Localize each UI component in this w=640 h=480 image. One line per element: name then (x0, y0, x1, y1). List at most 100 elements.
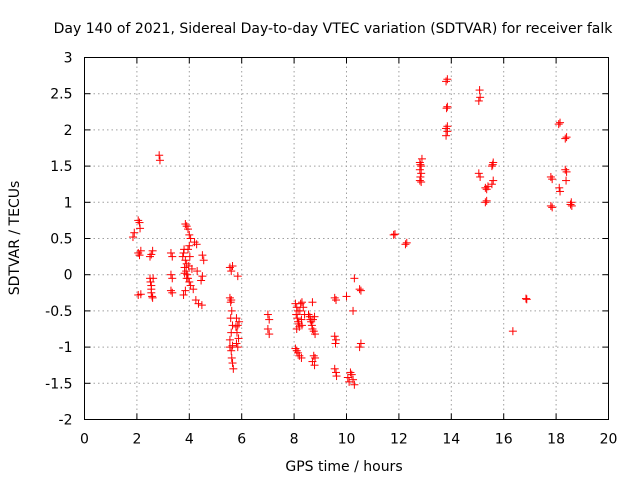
data-point (168, 252, 177, 261)
data-point (185, 230, 194, 239)
data-point (476, 172, 485, 181)
data-point (443, 102, 452, 111)
data-point (330, 364, 339, 373)
plot-frame (84, 57, 609, 420)
data-point (166, 248, 175, 257)
data-point (416, 172, 425, 181)
y-tick-label: -0.5 (45, 304, 72, 320)
data-point (147, 288, 156, 297)
data-point (566, 200, 575, 209)
data-point (183, 225, 192, 234)
data-point (265, 330, 274, 339)
data-point (487, 162, 496, 171)
data-point (199, 256, 208, 265)
data-point (389, 230, 398, 239)
y-tick-label: 1.5 (50, 159, 72, 175)
y-tick-label: -1.5 (45, 376, 72, 392)
data-point (356, 286, 365, 295)
data-point (130, 228, 139, 237)
data-point (136, 290, 145, 299)
data-point (134, 216, 143, 225)
data-point (180, 269, 189, 278)
data-point (226, 298, 235, 307)
data-point (294, 317, 303, 326)
x-tick-label: 0 (80, 432, 89, 448)
data-point (297, 321, 306, 330)
data-point (332, 372, 341, 381)
data-point (567, 198, 576, 207)
data-point (308, 298, 317, 307)
data-point (147, 250, 156, 259)
data-point (229, 364, 238, 373)
data-point (179, 248, 188, 257)
data-point (356, 339, 365, 348)
data-point (355, 343, 364, 352)
data-point (481, 198, 490, 207)
data-point (194, 299, 203, 308)
data-point (489, 176, 498, 185)
data-point (149, 274, 158, 283)
data-point (234, 334, 243, 343)
data-point (307, 321, 316, 330)
data-point (227, 306, 236, 315)
y-axis-label: SDTVAR / TECUs (7, 181, 23, 296)
data-point (227, 296, 236, 305)
data-point (555, 183, 564, 192)
data-point (265, 315, 274, 324)
data-point (233, 343, 242, 352)
data-point (567, 201, 576, 210)
data-point (136, 224, 145, 233)
data-point (183, 245, 192, 254)
data-point (355, 285, 364, 294)
data-point (442, 77, 451, 86)
data-point (292, 310, 301, 319)
data-point (148, 292, 157, 301)
data-point (310, 361, 319, 370)
data-point (330, 293, 339, 302)
data-point (482, 196, 491, 205)
data-point (546, 201, 555, 210)
data-point (508, 327, 517, 336)
data-point (556, 187, 565, 196)
data-point (304, 310, 313, 319)
data-point (197, 301, 206, 310)
data-point (263, 325, 272, 333)
data-point (442, 104, 451, 113)
data-point (155, 151, 164, 160)
data-point (474, 96, 483, 105)
y-tick-label: 0 (64, 268, 73, 284)
x-tick-label: 14 (442, 432, 460, 448)
data-point (166, 286, 175, 295)
data-point (311, 330, 320, 339)
data-point (349, 306, 358, 315)
data-point (402, 238, 411, 247)
data-point (297, 353, 306, 362)
x-tick-label: 8 (290, 432, 299, 448)
data-point (227, 267, 236, 276)
data-point (228, 262, 237, 271)
data-point (442, 131, 451, 140)
data-point (185, 252, 194, 261)
data-point (415, 158, 424, 167)
data-point (350, 274, 359, 283)
data-point (135, 251, 144, 260)
data-point (390, 230, 399, 239)
data-point (331, 339, 340, 348)
data-point (546, 172, 555, 181)
chart-title: Day 140 of 2021, Sidereal Day-to-day VTE… (54, 21, 614, 37)
data-point (181, 256, 190, 265)
y-tick-label: 2 (64, 123, 73, 139)
data-point (475, 86, 484, 95)
data-point (548, 175, 557, 184)
data-point (562, 133, 571, 142)
data-point (342, 292, 351, 301)
data-point (350, 380, 359, 389)
data-point (349, 375, 358, 384)
data-point (474, 169, 483, 178)
y-tick-labels: -2 -1.5 -1 -0.5 0 0.5 1 1.5 2 2.5 3 (45, 51, 72, 429)
data-point (168, 274, 177, 283)
data-point (332, 368, 341, 377)
data-point (417, 162, 426, 171)
data-point (228, 359, 237, 368)
